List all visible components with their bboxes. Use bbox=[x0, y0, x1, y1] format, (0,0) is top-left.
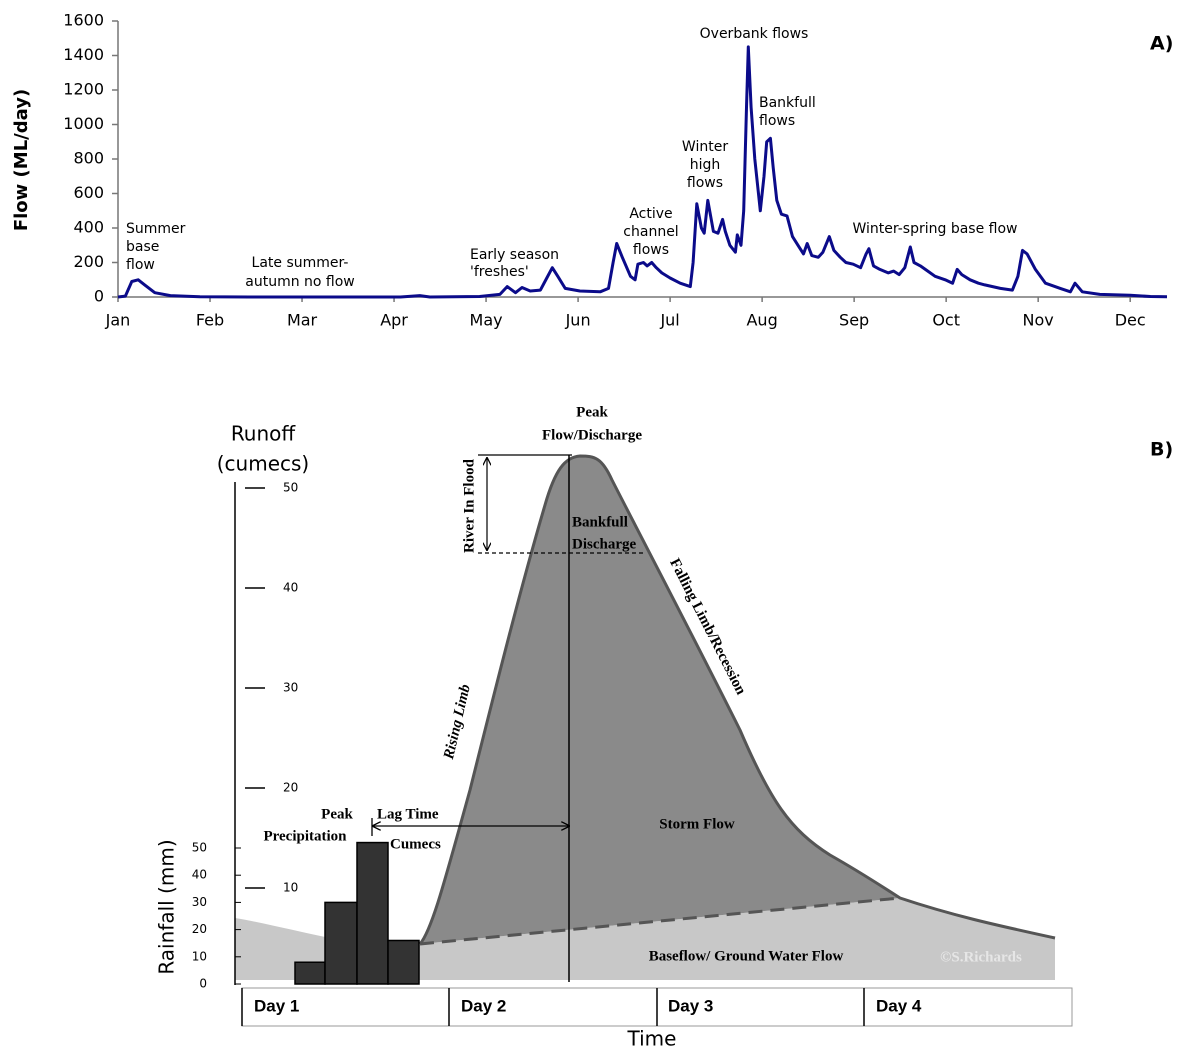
x-tick-label: Sep bbox=[839, 311, 869, 330]
annotation: base bbox=[126, 239, 159, 255]
x-tick-label: May bbox=[470, 311, 503, 330]
annotation: ©S.Richards bbox=[940, 949, 1022, 965]
annotation: Active bbox=[629, 206, 672, 222]
annotation: autumn no flow bbox=[245, 274, 355, 290]
annotation: channel bbox=[623, 224, 678, 240]
rainfall-tick-label: 0 bbox=[199, 977, 207, 991]
runoff-tick-label: 10 bbox=[283, 881, 298, 895]
annotation: Lag Time bbox=[377, 806, 439, 822]
annotation: Baseflow/ Ground Water Flow bbox=[649, 948, 844, 964]
runoff-tick-label: 30 bbox=[283, 681, 298, 695]
x-tick-label: Mar bbox=[287, 311, 318, 330]
annotation: flows bbox=[759, 113, 795, 129]
rainfall-bar bbox=[324, 901, 358, 985]
y-axis-label: Flow (ML/day) bbox=[11, 89, 32, 231]
annotation: Overbank flows bbox=[700, 26, 809, 42]
x-axis-label: Time bbox=[627, 1027, 677, 1050]
annotation: Precipitation bbox=[263, 828, 347, 844]
runoff-tick-label: 20 bbox=[283, 781, 298, 795]
y-tick-label: 1600 bbox=[63, 11, 104, 30]
hydrograph-outline bbox=[418, 454, 1056, 945]
y-axis-label: Runoff bbox=[231, 422, 297, 446]
annotation: flows bbox=[633, 242, 669, 258]
annotation: Bankfull bbox=[759, 95, 816, 111]
day-label: Day 3 bbox=[668, 996, 713, 1015]
annotation: Late summer- bbox=[252, 255, 349, 271]
y-tick-label: 600 bbox=[73, 183, 104, 202]
flow-line bbox=[117, 45, 1168, 299]
rainfall-tick-label: 30 bbox=[192, 895, 207, 909]
day-label: Day 1 bbox=[254, 996, 299, 1015]
runoff-tick-label: 40 bbox=[283, 581, 298, 595]
y-tick-label: 0 bbox=[94, 287, 104, 306]
annotation: Winter-spring base flow bbox=[852, 221, 1017, 237]
annotation: Discharge bbox=[572, 536, 636, 552]
rainfall-bar bbox=[387, 939, 420, 985]
x-tick-label: Nov bbox=[1023, 311, 1054, 330]
annotation: River In Flood bbox=[461, 458, 477, 553]
panel-label: B) bbox=[1150, 439, 1173, 461]
baseflow-area bbox=[235, 898, 1055, 980]
annotation: Storm Flow bbox=[659, 816, 735, 832]
rainfall-tick-label: 20 bbox=[192, 922, 207, 936]
rainfall-bar bbox=[294, 961, 326, 985]
x-tick-label: Aug bbox=[746, 311, 777, 330]
y-tick-label: 1200 bbox=[63, 80, 104, 99]
y-tick-label: 800 bbox=[73, 149, 104, 168]
x-tick-label: Dec bbox=[1115, 311, 1146, 330]
runoff-tick-label: 50 bbox=[283, 481, 298, 495]
panel-label: A) bbox=[1150, 33, 1173, 55]
annotation: Early season bbox=[470, 247, 559, 263]
x-tick-label: Jul bbox=[659, 311, 679, 330]
day-label: Day 2 bbox=[461, 996, 506, 1015]
x-tick-label: Apr bbox=[380, 311, 408, 330]
annotation: high bbox=[690, 157, 721, 173]
x-tick-label: Jan bbox=[105, 311, 131, 330]
y2-axis-label: Rainfall (mm) bbox=[155, 839, 179, 974]
x-tick-label: Feb bbox=[196, 311, 224, 330]
annotation: Flow/Discharge bbox=[542, 427, 642, 443]
annotation: Winter bbox=[682, 139, 728, 155]
rainfall-tick-label: 40 bbox=[192, 868, 207, 882]
y-tick-label: 1400 bbox=[63, 45, 104, 64]
rainfall-tick-label: 50 bbox=[192, 841, 207, 855]
annotation: Summer bbox=[126, 221, 186, 237]
y-tick-label: 400 bbox=[73, 218, 104, 237]
x-tick-label: Oct bbox=[932, 311, 960, 330]
rainfall-tick-label: 10 bbox=[192, 949, 207, 963]
annotation: Peak bbox=[321, 806, 353, 822]
annotation: flow bbox=[126, 257, 155, 273]
x-tick-label: Jun bbox=[565, 311, 591, 330]
annotation: Cumecs bbox=[390, 836, 441, 852]
y-tick-label: 200 bbox=[73, 252, 104, 271]
y-axis-label: (cumecs) bbox=[217, 452, 309, 476]
annotation: Rising Limb bbox=[441, 682, 474, 761]
annotation: Peak bbox=[576, 404, 608, 420]
y-tick-label: 1000 bbox=[63, 114, 104, 133]
annotation: flows bbox=[687, 175, 723, 191]
annotation: Bankfull bbox=[572, 514, 628, 530]
annotation: 'freshes' bbox=[470, 264, 529, 280]
rainfall-bar bbox=[356, 841, 389, 985]
baseflow-separation bbox=[419, 896, 901, 946]
day-label: Day 4 bbox=[876, 996, 922, 1015]
